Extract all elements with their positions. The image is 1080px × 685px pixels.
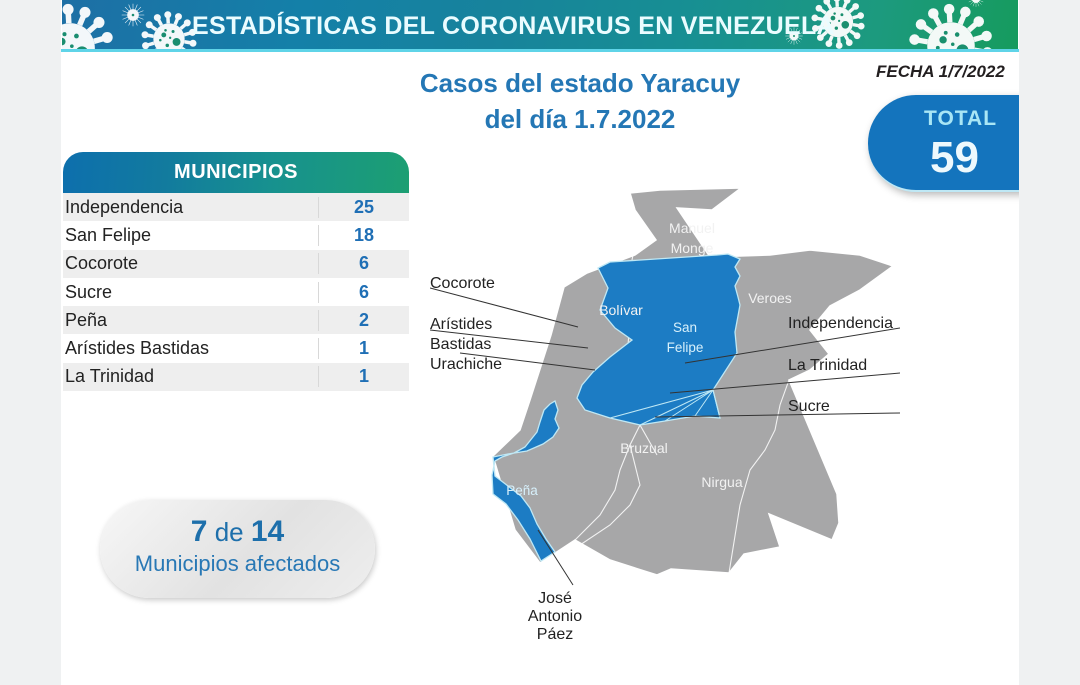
- svg-text:Monge: Monge: [671, 240, 714, 256]
- svg-text:Nirgua: Nirgua: [701, 474, 742, 490]
- svg-text:Bolívar: Bolívar: [599, 302, 643, 318]
- svg-text:Veroes: Veroes: [748, 290, 792, 306]
- svg-text:San: San: [673, 320, 697, 335]
- svg-text:Bruzual: Bruzual: [620, 440, 667, 456]
- svg-text:Felipe: Felipe: [667, 340, 704, 355]
- svg-text:Manuel: Manuel: [669, 220, 715, 236]
- svg-text:Peña: Peña: [506, 483, 538, 498]
